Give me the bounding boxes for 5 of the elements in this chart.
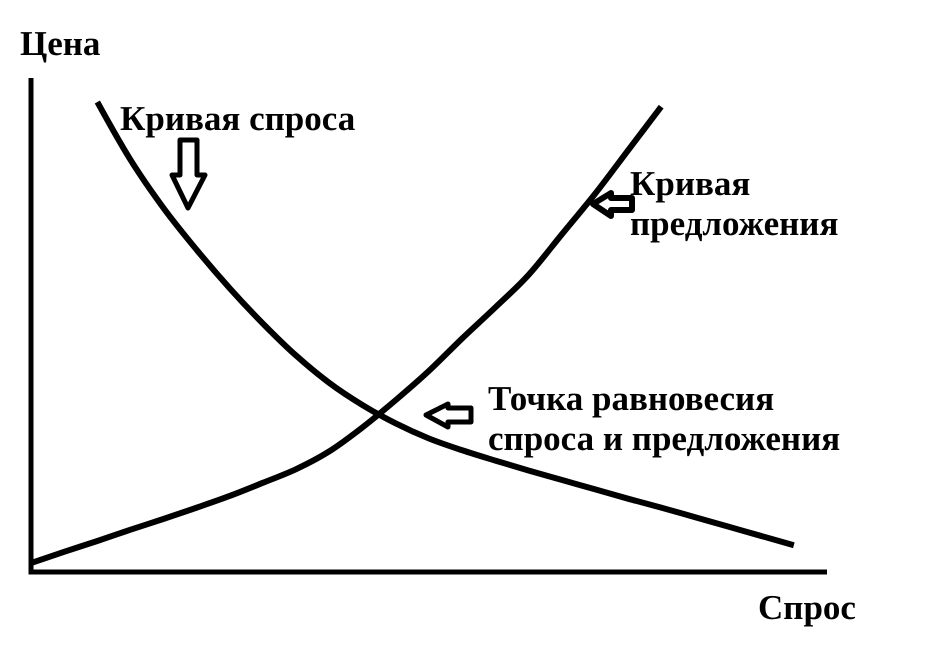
series-label: Кривая спроса <box>120 99 356 138</box>
x-axis-title: Спрос <box>758 588 856 627</box>
y-axis-title: Цена <box>20 24 100 63</box>
annotation: Точка равновесия спроса и предложения <box>488 379 840 458</box>
legend-label: Кривая предложения <box>630 164 838 243</box>
